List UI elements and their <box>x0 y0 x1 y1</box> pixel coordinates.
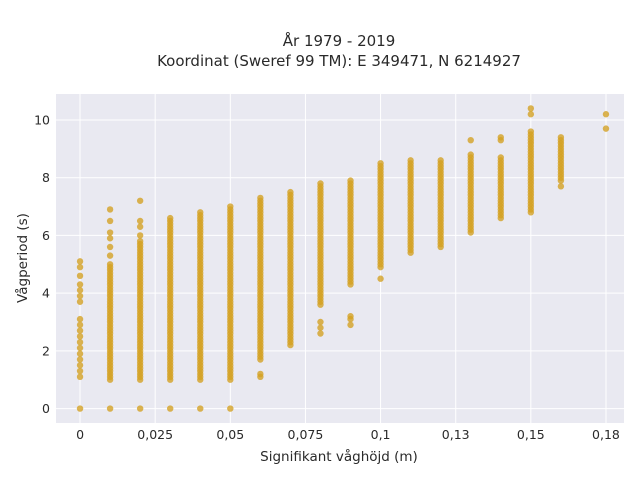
data-point <box>136 197 144 204</box>
data-point <box>347 313 354 320</box>
x-axis-label: Signifikant våghöjd (m) <box>260 448 418 465</box>
x-tick-label: 0,1 <box>371 427 391 442</box>
data-points <box>76 105 610 412</box>
data-point <box>377 275 384 282</box>
data-point <box>76 362 84 369</box>
data-point <box>106 235 114 242</box>
data-point <box>317 180 324 187</box>
data-point <box>136 405 144 412</box>
x-tick-labels: 0 0,025 0,05 0,075 0,1 0,13 0,15 0,18 <box>76 427 620 442</box>
data-point <box>167 214 174 222</box>
data-point <box>407 157 414 164</box>
data-point <box>497 154 504 161</box>
data-point <box>76 281 84 288</box>
data-point <box>227 405 234 412</box>
data-point <box>106 229 114 236</box>
data-point <box>106 217 114 225</box>
data-point <box>437 157 444 164</box>
data-point <box>557 134 565 141</box>
data-point <box>76 373 84 381</box>
y-tick-label: 6 <box>42 228 50 243</box>
data-point <box>106 206 114 213</box>
data-point <box>227 203 234 210</box>
data-point <box>76 327 84 334</box>
y-axis-label: Vågperiod (s) <box>14 213 31 303</box>
data-point <box>136 237 144 245</box>
data-point <box>197 405 204 412</box>
data-point <box>76 321 84 329</box>
data-point <box>76 258 84 265</box>
x-tick-label: 0,15 <box>517 427 545 442</box>
data-point <box>136 223 144 230</box>
data-point <box>76 315 84 323</box>
data-point <box>76 367 84 375</box>
data-point <box>106 243 114 251</box>
y-tick-labels: 0 2 4 6 8 10 <box>34 112 50 416</box>
data-point <box>377 160 384 167</box>
y-tick-label: 2 <box>42 343 50 358</box>
data-point <box>136 232 144 239</box>
y-tick-label: 8 <box>42 170 50 185</box>
y-tick-label: 4 <box>42 286 50 301</box>
data-point <box>347 321 354 329</box>
data-point <box>257 194 264 202</box>
data-point <box>106 405 114 412</box>
data-point <box>527 111 535 118</box>
x-tick-label: 0,13 <box>442 427 470 442</box>
chart-title: År 1979 - 2019 <box>283 31 396 50</box>
y-tick-label: 10 <box>34 112 50 127</box>
data-point <box>76 272 84 280</box>
data-point <box>527 105 535 112</box>
data-point <box>347 177 354 184</box>
data-point <box>197 209 204 216</box>
data-point <box>167 405 174 412</box>
data-point <box>497 134 504 141</box>
data-point <box>602 125 610 132</box>
data-point <box>602 111 610 118</box>
x-tick-label: 0 <box>76 427 84 442</box>
data-point <box>76 292 84 300</box>
data-point <box>287 188 294 196</box>
chart-subtitle: Koordinat (Sweref 99 TM): E 349471, N 62… <box>157 52 521 70</box>
x-tick-label: 0,05 <box>216 427 244 442</box>
data-point <box>76 298 84 305</box>
x-tick-label: 0,075 <box>288 427 324 442</box>
x-tick-label: 0,025 <box>137 427 173 442</box>
data-point <box>76 356 84 363</box>
data-point <box>527 128 535 135</box>
data-point <box>106 261 114 268</box>
data-point <box>317 318 324 326</box>
data-point <box>76 344 84 352</box>
data-point <box>557 183 565 190</box>
y-tick-label: 0 <box>42 401 50 416</box>
x-tick-label: 0,18 <box>592 427 620 442</box>
data-point <box>317 330 324 337</box>
data-point <box>317 324 324 331</box>
data-point <box>76 350 84 357</box>
data-point <box>106 252 114 259</box>
data-point <box>257 370 264 378</box>
data-point <box>76 263 84 271</box>
data-point <box>467 151 474 158</box>
data-point <box>76 338 84 346</box>
data-point <box>76 287 84 294</box>
data-point <box>136 217 144 225</box>
data-point <box>76 405 84 412</box>
data-point <box>76 333 84 340</box>
data-point <box>467 136 474 144</box>
